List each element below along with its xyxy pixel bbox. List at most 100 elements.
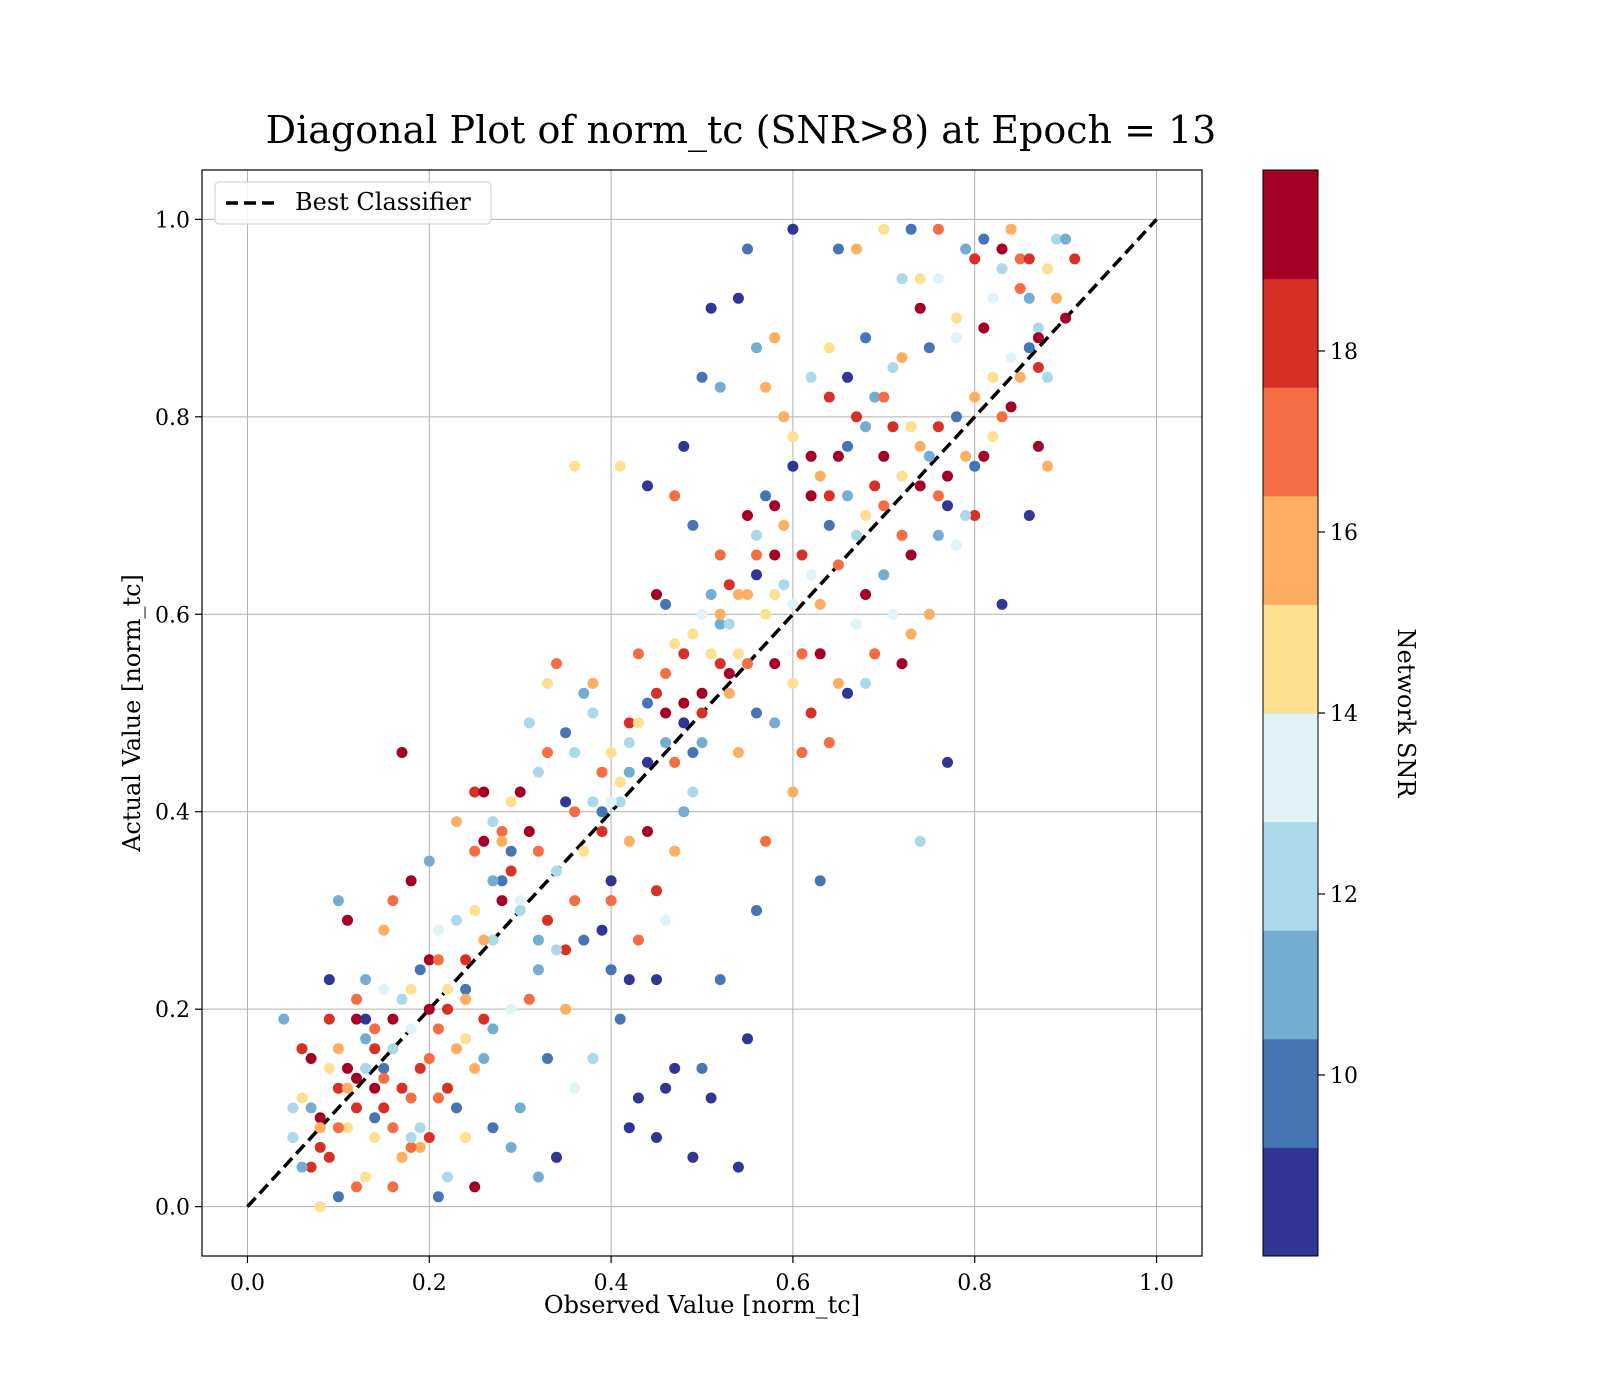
scatter-point <box>1060 233 1072 245</box>
scatter-point <box>551 944 562 956</box>
scatter-point <box>305 1161 317 1173</box>
scatter-point <box>742 658 753 670</box>
scatter-point <box>332 1043 344 1055</box>
scatter-point <box>514 1102 526 1114</box>
scatter-point <box>896 658 908 670</box>
scatter-point <box>360 1013 372 1025</box>
scatter-point <box>560 796 572 808</box>
scatter-point <box>496 826 508 837</box>
scatter-point <box>323 974 335 986</box>
scatter-point <box>514 905 526 916</box>
scatter-point <box>951 312 962 324</box>
scatter-point <box>578 845 590 857</box>
scatter-point <box>687 628 699 640</box>
scatter-point <box>1042 371 1053 383</box>
scatter-point <box>714 658 726 670</box>
scatter-point <box>1005 352 1017 364</box>
scatter-point <box>696 1062 708 1074</box>
scatter-point <box>342 1082 353 1094</box>
scatter-point <box>896 273 908 285</box>
scatter-point <box>505 1141 517 1153</box>
x-tick-label: 0.0 <box>230 1271 265 1296</box>
scatter-point <box>651 687 662 699</box>
scatter-point <box>623 835 635 847</box>
colorbar-segment <box>1263 821 1318 931</box>
scatter-point <box>751 905 762 916</box>
scatter-point <box>514 895 526 907</box>
scatter-point <box>978 233 990 245</box>
scatter-point <box>714 381 726 393</box>
scatter-point <box>705 648 717 660</box>
scatter-point <box>323 1013 335 1025</box>
scatter-point <box>614 796 626 808</box>
scatter-point <box>360 1033 372 1045</box>
colorbar-tick-label: 18 <box>1330 340 1358 365</box>
scatter-point <box>432 1191 444 1203</box>
scatter-point <box>487 934 499 946</box>
scatter-point <box>832 243 844 255</box>
scatter-point <box>514 786 526 798</box>
y-axis-label: Actual Value [norm_tc] <box>118 574 146 853</box>
scatter-point <box>332 1191 344 1203</box>
scatter-point <box>587 1053 599 1064</box>
scatter-point <box>887 421 899 433</box>
scatter-point <box>1032 322 1044 334</box>
scatter-point <box>714 974 726 986</box>
scatter-point <box>532 964 544 976</box>
scatter-point <box>732 1161 744 1173</box>
scatter-point <box>669 1062 681 1074</box>
y-tick-label: 0.0 <box>155 1196 190 1221</box>
scatter-point <box>705 1092 717 1104</box>
scatter-point <box>842 371 853 383</box>
legend-entry-best-classifier: Best Classifier <box>295 188 471 216</box>
scatter-point <box>396 993 408 1005</box>
scatter-point <box>760 608 772 620</box>
scatter-point <box>642 826 653 837</box>
colorbar-tick-label: 16 <box>1330 521 1358 546</box>
scatter-point <box>605 964 617 976</box>
scatter-point <box>678 648 690 660</box>
scatter-point <box>569 460 581 472</box>
scatter-point <box>678 717 690 729</box>
scatter-point <box>678 806 690 818</box>
scatter-point <box>387 1122 399 1134</box>
colorbar-segment <box>1263 604 1318 714</box>
scatter-point <box>832 677 844 689</box>
scatter-point <box>396 1151 408 1163</box>
scatter-point <box>651 885 662 897</box>
scatter-point <box>869 391 881 403</box>
scatter-point <box>787 598 799 610</box>
scatter-point <box>687 747 699 758</box>
scatter-point <box>632 934 644 946</box>
scatter-point <box>832 450 844 462</box>
scatter-point <box>1014 253 1026 265</box>
scatter-point <box>660 707 672 719</box>
scatter-point <box>778 579 790 591</box>
scatter-point <box>578 934 590 946</box>
scatter-point <box>378 1062 390 1074</box>
scatter-point <box>942 756 953 768</box>
scatter-point <box>769 500 781 512</box>
scatter-point <box>687 519 699 531</box>
scatter-point <box>469 1062 481 1074</box>
colorbar-segment <box>1263 1147 1318 1257</box>
scatter-point <box>823 490 835 502</box>
scatter-point <box>860 332 872 344</box>
scatter-point <box>969 391 981 403</box>
scatter-point <box>796 549 808 561</box>
scatter-point <box>342 1122 353 1134</box>
scatter-point <box>769 332 781 344</box>
scatter-point <box>478 934 490 946</box>
scatter-point <box>969 253 981 265</box>
y-tick-label: 0.4 <box>155 801 190 826</box>
scatter-point <box>1032 362 1044 373</box>
scatter-point <box>469 905 481 916</box>
scatter-point <box>1051 292 1062 304</box>
scatter-point <box>414 1122 426 1134</box>
scatter-point <box>960 243 972 255</box>
scatter-point <box>805 490 817 502</box>
scatter-point <box>423 1003 435 1015</box>
scatter-point <box>351 1102 362 1114</box>
scatter-point <box>878 569 890 581</box>
